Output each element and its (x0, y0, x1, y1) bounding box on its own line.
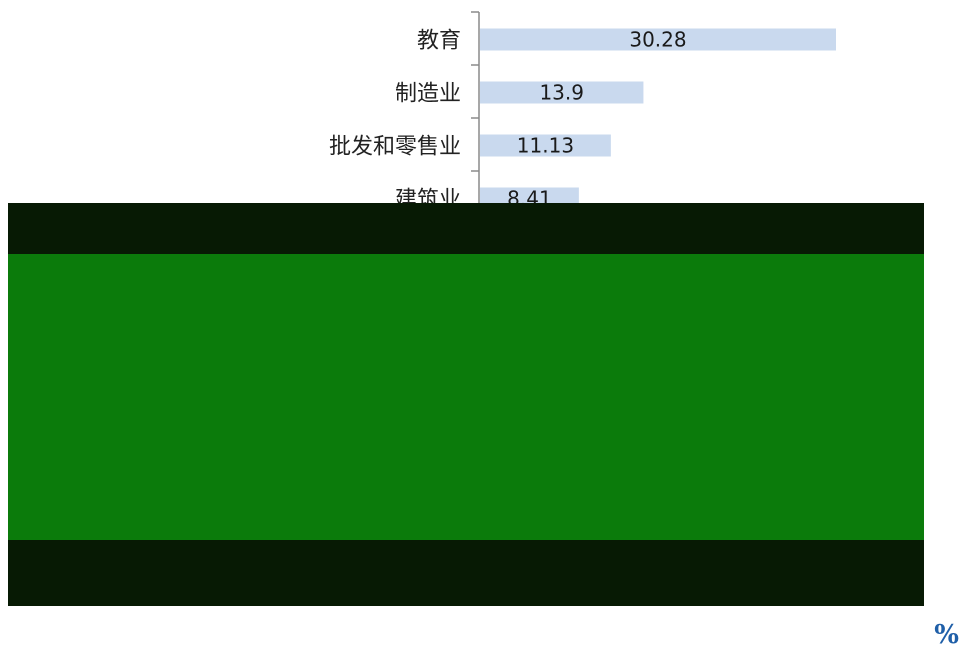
redaction-band-bottom (8, 540, 924, 606)
bar (480, 134, 611, 157)
data-label: 11.13 (517, 134, 574, 158)
category-label: 教育 (417, 29, 461, 54)
bar (480, 81, 644, 104)
data-label: 30.28 (629, 28, 686, 52)
data-label: 13.9 (539, 81, 584, 105)
unit-label: % (934, 620, 959, 650)
category-label: 制造业 (395, 82, 461, 107)
redaction-block (8, 254, 924, 540)
bar (480, 28, 836, 51)
redaction-band-top (8, 203, 924, 254)
category-label: 批发和零售业 (329, 135, 461, 160)
